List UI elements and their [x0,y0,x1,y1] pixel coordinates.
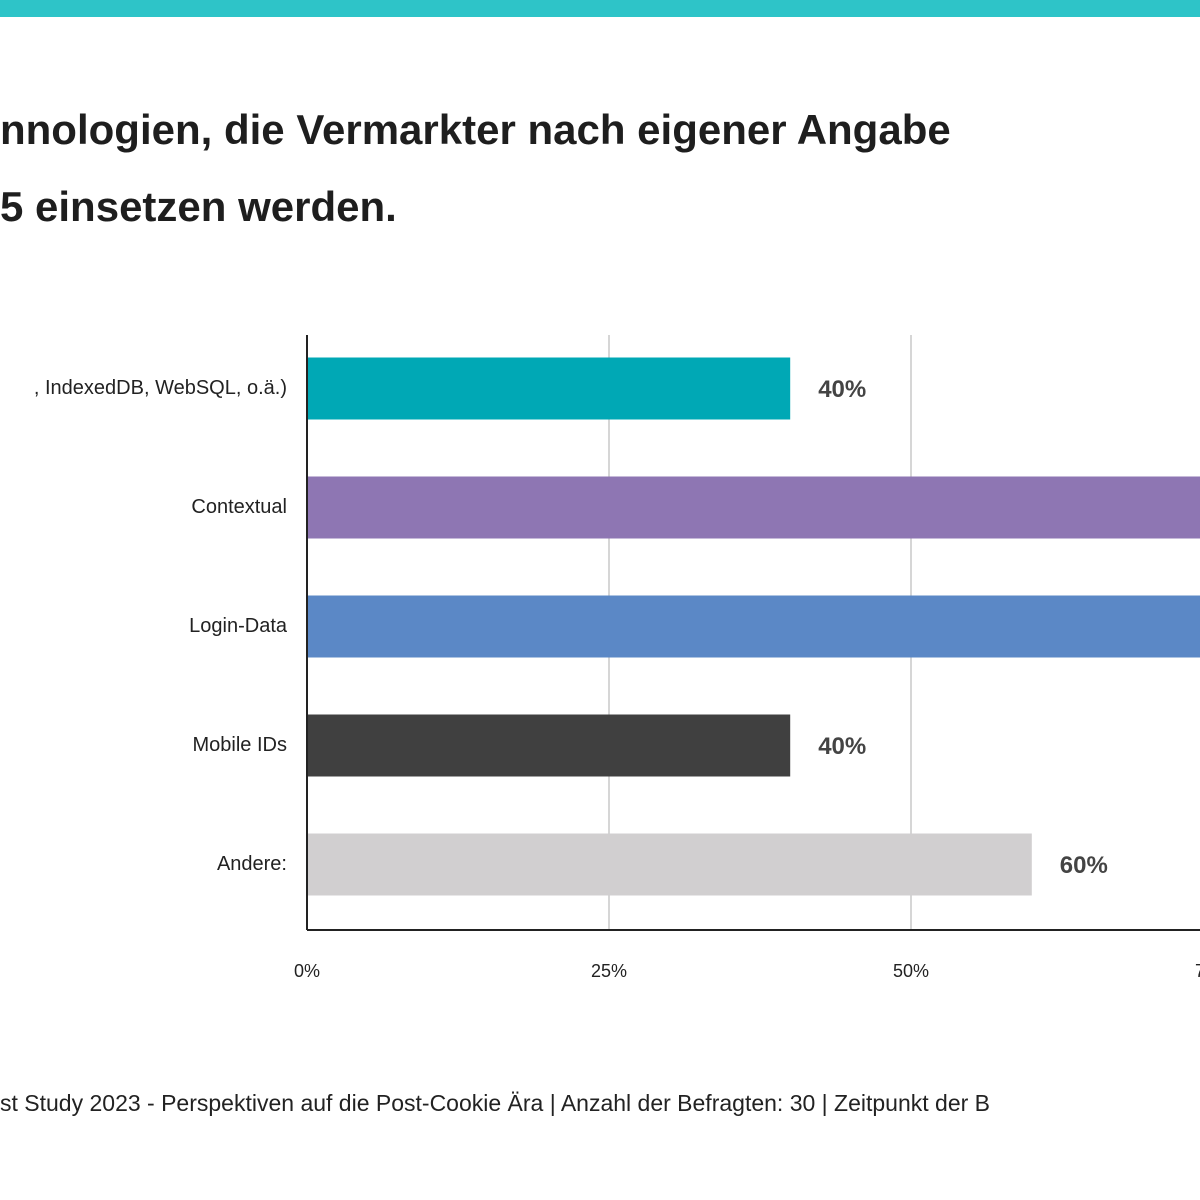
value-label: 60% [1060,852,1108,879]
category-label: Login-Data [189,615,288,637]
x-tick-label: 50% [893,961,929,981]
category-label: Mobile IDs [193,734,287,756]
chart-title: nnologien, die Vermarkter nach eigener A… [0,106,951,153]
value-label: 40% [818,733,866,760]
chart-title: 5 einsetzen werden. [0,183,397,230]
x-tick-label: 25% [591,961,627,981]
bar [307,476,1200,539]
category-label: Contextual [191,496,287,518]
top-band [0,0,1200,17]
x-tick-label: 0% [294,961,320,981]
footer: st Study 2023 - Perspektiven auf die Pos… [0,1090,990,1116]
category-label: Andere: [217,853,287,875]
bar [307,714,791,777]
bar [307,595,1200,658]
bar [307,357,791,420]
bar [307,833,1032,896]
category-label: , IndexedDB, WebSQL, o.ä.) [34,377,287,399]
x-tick-label: 75% [1195,961,1200,981]
value-label: 40% [818,376,866,403]
